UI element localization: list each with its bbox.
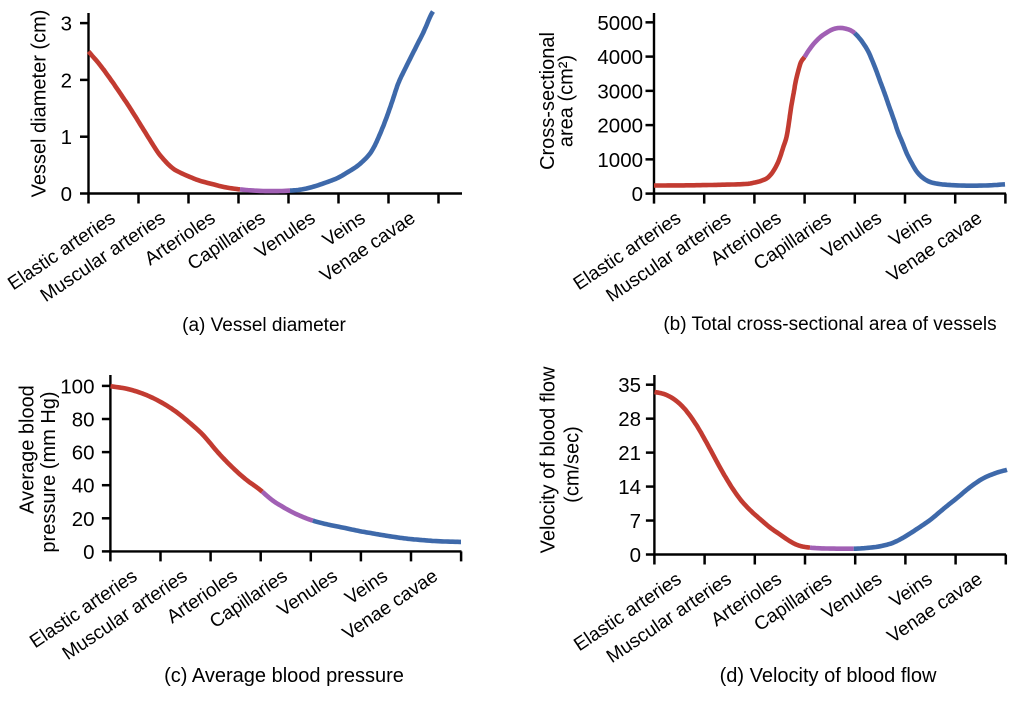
svg-text:28: 28 bbox=[618, 408, 641, 431]
svg-text:(c) Average blood pressure: (c) Average blood pressure bbox=[164, 665, 404, 687]
svg-text:area (cm²): area (cm²) bbox=[556, 55, 578, 147]
svg-text:1000: 1000 bbox=[597, 149, 643, 172]
svg-text:7: 7 bbox=[630, 510, 641, 533]
svg-text:14: 14 bbox=[618, 476, 641, 499]
svg-text:60: 60 bbox=[72, 442, 95, 465]
svg-text:(cm/sec): (cm/sec) bbox=[562, 426, 584, 503]
svg-text:Vessel diameter (cm): Vessel diameter (cm) bbox=[29, 10, 51, 198]
svg-text:(d) Velocity of blood flow: (d) Velocity of blood flow bbox=[720, 665, 937, 687]
svg-text:80: 80 bbox=[72, 409, 95, 432]
svg-text:2: 2 bbox=[61, 69, 72, 92]
svg-text:Cross-sectional: Cross-sectional bbox=[537, 32, 559, 170]
svg-text:(a) Vessel diameter: (a) Vessel diameter bbox=[182, 315, 346, 336]
svg-text:21: 21 bbox=[618, 442, 641, 465]
svg-text:3000: 3000 bbox=[597, 80, 643, 103]
svg-text:20: 20 bbox=[72, 508, 95, 531]
svg-text:3: 3 bbox=[61, 13, 72, 36]
svg-text:2000: 2000 bbox=[597, 115, 643, 138]
svg-text:0: 0 bbox=[632, 183, 643, 206]
svg-text:40: 40 bbox=[72, 475, 95, 498]
svg-text:0: 0 bbox=[61, 183, 72, 206]
svg-text:35: 35 bbox=[618, 374, 641, 397]
svg-text:(b) Total cross-sectional area: (b) Total cross-sectional area of vessel… bbox=[663, 314, 996, 335]
svg-text:4000: 4000 bbox=[597, 46, 643, 69]
svg-text:0: 0 bbox=[83, 541, 94, 564]
svg-text:0: 0 bbox=[630, 544, 641, 567]
svg-text:5000: 5000 bbox=[597, 12, 643, 35]
svg-text:pressure (mm Hg): pressure (mm Hg) bbox=[38, 391, 60, 552]
svg-text:1: 1 bbox=[61, 126, 72, 149]
svg-text:Velocity of blood flow: Velocity of blood flow bbox=[538, 366, 560, 553]
svg-text:Average blood: Average blood bbox=[17, 385, 39, 514]
svg-text:100: 100 bbox=[60, 375, 94, 398]
